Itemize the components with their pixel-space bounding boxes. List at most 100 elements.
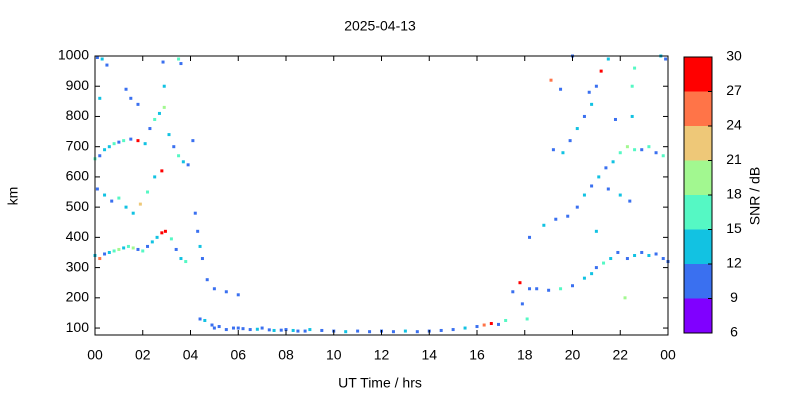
colorbar-tick-label: 27 xyxy=(726,82,742,98)
data-point xyxy=(131,246,135,250)
data-point xyxy=(169,237,173,241)
data-point xyxy=(525,317,529,321)
data-point xyxy=(528,235,532,239)
data-point xyxy=(198,317,202,321)
data-point xyxy=(279,328,283,332)
x-tick-label: 04 xyxy=(183,347,199,363)
data-point xyxy=(640,148,644,152)
data-point xyxy=(640,250,644,254)
data-point xyxy=(554,217,558,221)
data-point xyxy=(186,163,190,167)
data-point xyxy=(482,323,486,327)
data-point xyxy=(231,326,235,330)
data-point xyxy=(200,257,204,261)
data-point xyxy=(391,330,395,334)
data-point xyxy=(260,326,264,330)
data-point xyxy=(356,329,360,333)
data-point xyxy=(95,56,99,60)
data-point xyxy=(647,254,651,258)
data-point xyxy=(117,247,121,251)
data-point xyxy=(100,57,104,61)
data-point xyxy=(590,102,594,106)
data-point xyxy=(625,257,629,261)
data-point xyxy=(117,196,121,200)
data-point xyxy=(248,328,252,332)
data-point xyxy=(163,229,167,233)
data-point xyxy=(489,322,493,326)
y-tick-label: 400 xyxy=(66,228,90,244)
colorbar-band xyxy=(684,264,712,299)
data-point xyxy=(172,145,176,149)
data-point xyxy=(618,151,622,155)
data-point xyxy=(103,252,107,256)
data-point xyxy=(590,272,594,276)
data-point xyxy=(160,169,164,173)
data-point xyxy=(110,199,114,203)
data-point xyxy=(549,78,553,82)
data-point xyxy=(566,214,570,218)
data-point xyxy=(628,199,632,203)
x-axis-label: UT Time / hrs xyxy=(338,375,422,391)
data-point xyxy=(630,114,634,118)
data-point xyxy=(344,330,348,334)
data-point xyxy=(542,223,546,227)
x-tick-label: 20 xyxy=(565,347,581,363)
data-point xyxy=(606,57,610,61)
data-point xyxy=(582,114,586,118)
data-point xyxy=(618,193,622,197)
y-tick-label: 900 xyxy=(66,77,90,93)
data-point xyxy=(291,328,295,332)
data-point xyxy=(604,166,608,170)
data-point xyxy=(568,139,572,143)
data-point xyxy=(167,133,171,137)
x-tick-label: 08 xyxy=(278,347,294,363)
data-point xyxy=(153,117,157,121)
data-point xyxy=(196,229,200,233)
x-tick-label: 14 xyxy=(421,347,437,363)
data-point xyxy=(647,145,651,149)
data-point xyxy=(633,66,637,70)
colorbar-band xyxy=(684,229,712,264)
data-point xyxy=(559,87,563,91)
data-point xyxy=(623,296,627,300)
data-point xyxy=(210,323,214,327)
data-point xyxy=(179,62,183,66)
colorbar-band xyxy=(684,91,712,126)
colorbar-tick-label: 9 xyxy=(730,289,738,305)
y-tick-label: 600 xyxy=(66,168,90,184)
data-point xyxy=(594,266,598,270)
colorbar-tick-label: 12 xyxy=(726,255,742,271)
data-point xyxy=(368,330,372,334)
data-point xyxy=(511,290,515,294)
data-point xyxy=(267,328,271,332)
data-point xyxy=(528,287,532,291)
data-point xyxy=(575,205,579,209)
x-tick-label: 10 xyxy=(326,347,342,363)
data-point xyxy=(475,325,479,329)
data-point xyxy=(122,246,126,250)
x-tick-label: 22 xyxy=(612,347,628,363)
colorbar-tick-label: 18 xyxy=(726,186,742,202)
x-tick-label: 00 xyxy=(87,347,103,363)
data-point xyxy=(129,137,133,141)
data-point xyxy=(98,257,102,261)
x-tick-label: 02 xyxy=(135,347,151,363)
x-tick-label: 06 xyxy=(230,347,246,363)
data-point xyxy=(320,328,324,332)
data-point xyxy=(138,202,142,206)
data-point xyxy=(98,154,102,158)
data-point xyxy=(129,96,133,100)
data-point xyxy=(597,175,601,179)
data-point xyxy=(162,105,166,109)
colorbar-tick-label: 6 xyxy=(730,324,738,340)
data-point xyxy=(664,57,668,61)
data-point xyxy=(613,117,617,121)
colorbar-tick-label: 15 xyxy=(726,220,742,236)
data-point xyxy=(535,287,539,291)
data-point xyxy=(575,127,579,131)
x-tick-label: 00 xyxy=(660,347,676,363)
data-point xyxy=(148,127,152,131)
data-point xyxy=(122,139,126,143)
data-point xyxy=(594,84,598,88)
